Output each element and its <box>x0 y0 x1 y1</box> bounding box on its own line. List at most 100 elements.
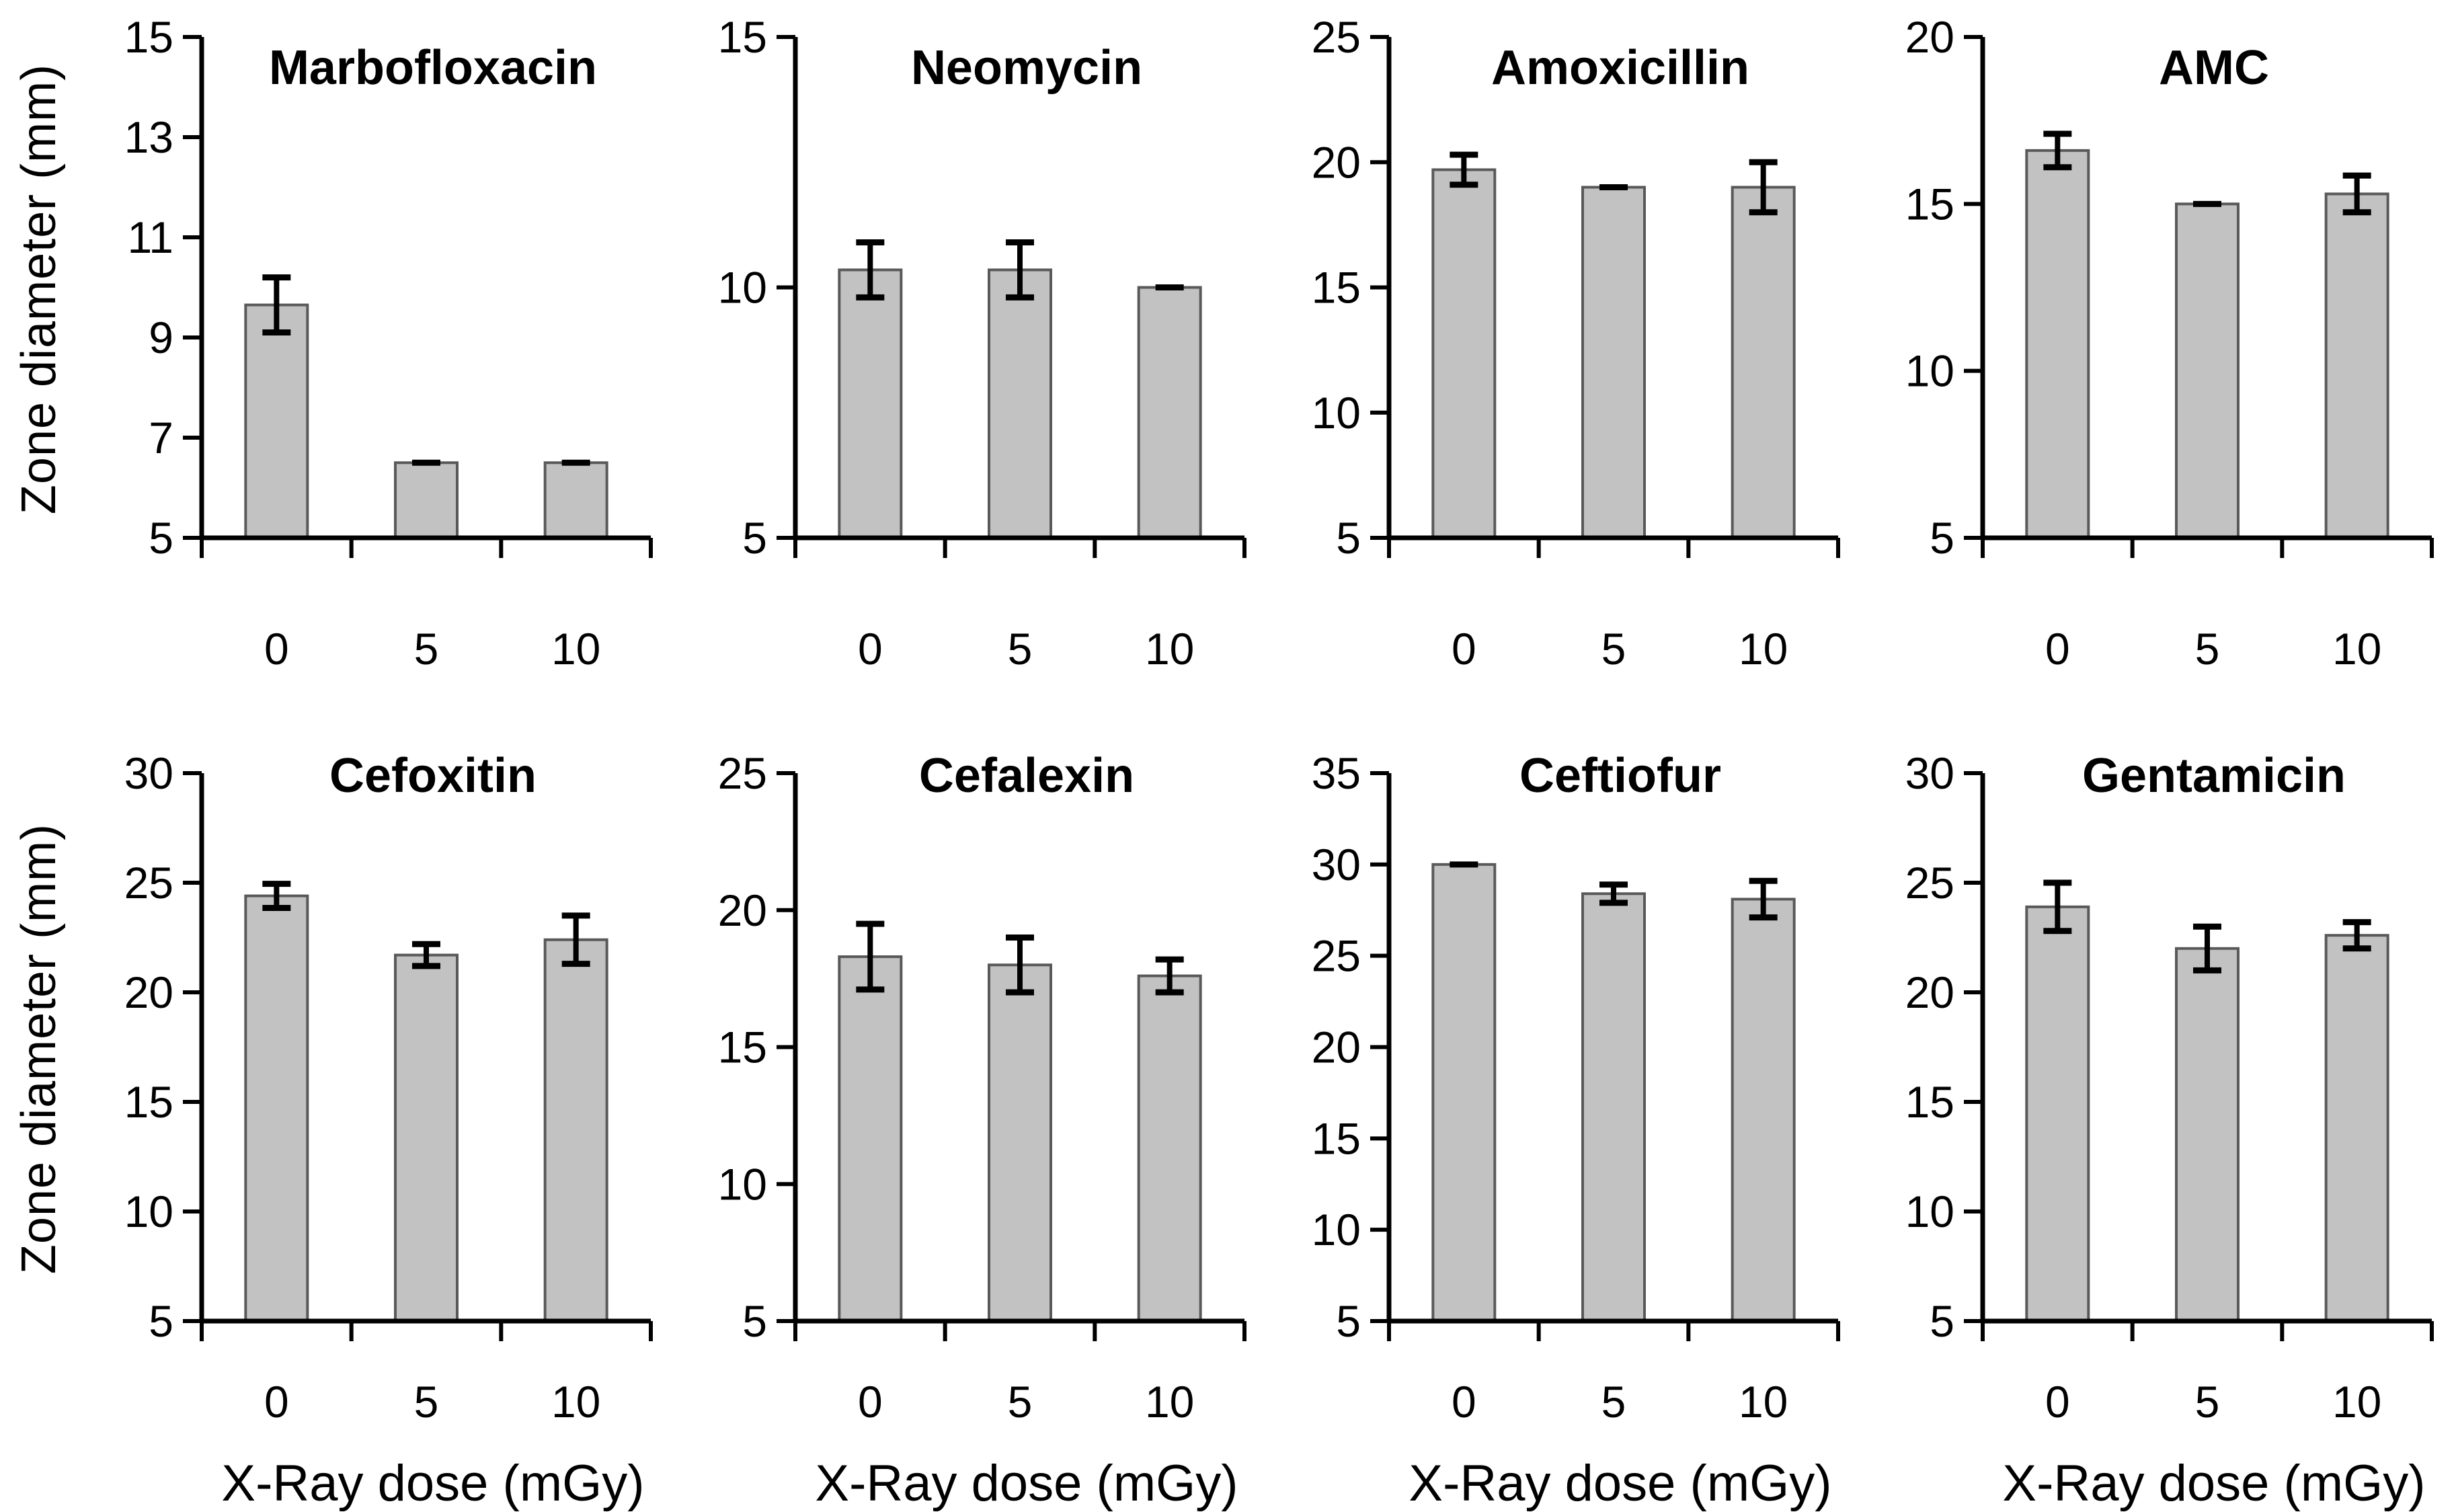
bar-dose-10 <box>1137 974 1202 1322</box>
y-tick-label-15: 15 <box>718 1023 767 1072</box>
y-tick-label-30: 30 <box>1905 748 1954 798</box>
x-axis-label: X-Ray dose (mGy) <box>1409 1455 1831 1512</box>
bar-dose-0 <box>838 268 903 539</box>
y-tick-label-30: 30 <box>124 748 173 798</box>
bar-dose-0 <box>1431 863 1497 1323</box>
chart-cefalexin: Cefalexin 0 5 10 5 10 15 20 25 X-Ray dose (mGy) <box>718 748 1246 1512</box>
y-tick-label-15: 15 <box>1905 1077 1954 1127</box>
y-tick-label-5: 5 <box>149 513 173 563</box>
bar-dose-10 <box>543 461 608 539</box>
x-axis-label: X-Ray dose (mGy) <box>221 1455 644 1512</box>
y-tick-label-10: 10 <box>1312 388 1361 438</box>
bar-dose-5 <box>2175 947 2240 1322</box>
bar-dose-5 <box>394 953 459 1322</box>
x-tick-label-10: 10 <box>1739 1377 1788 1427</box>
y-tick-label-15: 15 <box>1312 263 1361 313</box>
bar-dose-0 <box>244 894 309 1322</box>
chart-cell-neomycin: Neomycin 0 5 10 5 10 15 <box>674 0 1268 713</box>
chart-title: Gentamicin <box>2082 749 2346 803</box>
chart-title: Cefoxitin <box>329 749 537 803</box>
y-tick-label-15: 15 <box>1312 1113 1361 1163</box>
chart-title: Ceftiofur <box>1519 749 1721 803</box>
bar-dose-5 <box>988 268 1052 539</box>
y-tick-label-20: 20 <box>124 967 173 1017</box>
y-tick-label-5: 5 <box>1336 1296 1361 1346</box>
x-tick-label-5: 5 <box>1008 624 1033 674</box>
chart-cell-amc: AMC 0 5 10 5 10 15 20 <box>1862 0 2455 713</box>
x-axis-label: X-Ray dose (mGy) <box>815 1455 1238 1512</box>
x-tick-label-10: 10 <box>2332 1377 2381 1427</box>
y-tick-label-25: 25 <box>718 748 767 798</box>
chart-cell-marbofloxacin: Marbofloxacin 0 5 10 5 7 9 11 13 15 <box>81 0 674 713</box>
x-tick-label-10: 10 <box>551 624 600 674</box>
x-tick-label-0: 0 <box>1452 624 1476 674</box>
y-tick-label-25: 25 <box>1312 12 1361 62</box>
chart-ceftiofur: Ceftiofur 0 5 10 5 10 15 20 25 30 35 X-Ray dose (mG… <box>1312 748 1840 1512</box>
y-tick-label-5: 5 <box>1930 1296 1954 1346</box>
y-tick-label-20: 20 <box>1312 137 1361 187</box>
x-tick-label-0: 0 <box>264 1377 289 1427</box>
y-tick-label-25: 25 <box>124 858 173 908</box>
bar-dose-5 <box>1581 892 1646 1322</box>
x-tick-label-5: 5 <box>1601 624 1626 674</box>
bar-dose-5 <box>988 963 1052 1322</box>
y-tick-label-10: 10 <box>718 1159 767 1209</box>
bar-dose-10 <box>543 938 608 1322</box>
bar-dose-10 <box>1137 286 1202 539</box>
y-tick-label-20: 20 <box>1905 12 1954 62</box>
x-axis-label: X-Ray dose (mGy) <box>2002 1455 2425 1512</box>
y-tick-label-10: 10 <box>718 263 767 313</box>
x-tick-label-5: 5 <box>1008 1377 1033 1427</box>
chart-neomycin: Neomycin 0 5 10 5 10 15 <box>718 12 1246 674</box>
y-axis-label-strip-bottom: Zone diameter (mm) <box>0 713 81 1512</box>
y-tick-label-20: 20 <box>1312 1023 1361 1072</box>
chart-title: Marbofloxacin <box>269 41 597 95</box>
x-tick-label-0: 0 <box>858 624 883 674</box>
y-tick-label-5: 5 <box>149 1296 173 1346</box>
y-tick-label-10: 10 <box>1905 1187 1954 1236</box>
x-tick-label-10: 10 <box>551 1377 600 1427</box>
y-tick-label-11: 11 <box>127 212 173 262</box>
x-tick-label-0: 0 <box>858 1377 883 1427</box>
y-tick-label-25: 25 <box>1312 931 1361 981</box>
y-tick-label-9: 9 <box>149 313 173 362</box>
y-tick-label-13: 13 <box>124 112 173 162</box>
bar-dose-0 <box>1431 168 1497 540</box>
chart-row-top: Zone diameter (mm) Marbofloxacin 0 5 10 5 7 9 1… <box>0 0 2456 713</box>
x-tick-label-5: 5 <box>414 624 439 674</box>
bar-dose-0 <box>2025 149 2090 540</box>
chart-title: Amoxicillin <box>1491 41 1749 95</box>
bar-dose-5 <box>394 461 459 539</box>
y-tick-label-15: 15 <box>1905 179 1954 229</box>
y-tick-label-15: 15 <box>124 12 173 62</box>
y-tick-label-30: 30 <box>1312 840 1361 889</box>
chart-cell-cefoxitin: Cefoxitin 0 5 10 5 10 15 20 25 30 X-Ray dose (mGy) <box>81 713 674 1512</box>
y-tick-label-5: 5 <box>1930 513 1954 563</box>
y-tick-label-15: 15 <box>124 1077 173 1127</box>
x-tick-label-0: 0 <box>1452 1377 1476 1427</box>
y-tick-label-5: 5 <box>1336 513 1361 563</box>
chart-row-bottom: Zone diameter (mm) Cefoxitin 0 5 10 5 10 15 20 2… <box>0 713 2456 1512</box>
bar-dose-10 <box>2324 934 2389 1322</box>
y-axis-label-strip-top: Zone diameter (mm) <box>0 0 81 713</box>
y-tick-label-25: 25 <box>1905 858 1954 908</box>
y-tick-label-5: 5 <box>742 513 767 563</box>
y-axis-label: Zone diameter (mm) <box>12 823 66 1275</box>
x-tick-label-0: 0 <box>264 624 289 674</box>
x-tick-label-0: 0 <box>2045 1377 2070 1427</box>
bar-dose-5 <box>1581 186 1646 539</box>
chart-cefoxitin: Cefoxitin 0 5 10 5 10 15 20 25 30 X-Ray dose (mGy) <box>124 748 653 1512</box>
bar-dose-10 <box>1731 898 1796 1322</box>
chart-title: Neomycin <box>911 41 1142 95</box>
bar-dose-0 <box>2025 905 2090 1322</box>
chart-gentamicin: Gentamicin 0 5 10 5 10 15 20 25 30 X-Ray dose (mGy… <box>1905 748 2434 1512</box>
chart-cell-ceftiofur: Ceftiofur 0 5 10 5 10 15 20 25 30 35 X-Ray dose (mG… <box>1268 713 1862 1512</box>
chart-cell-cefalexin: Cefalexin 0 5 10 5 10 15 20 25 X-Ray dose (mGy) <box>674 713 1268 1512</box>
bar-dose-5 <box>2175 202 2240 539</box>
chart-cell-amoxicillin: Amoxicillin 0 5 10 5 10 15 20 25 <box>1268 0 1862 713</box>
bar-dose-10 <box>2324 192 2389 539</box>
bar-dose-10 <box>1731 186 1796 539</box>
x-tick-label-0: 0 <box>2045 624 2070 674</box>
chart-marbofloxacin: Marbofloxacin 0 5 10 5 7 9 11 13 15 <box>124 12 653 674</box>
